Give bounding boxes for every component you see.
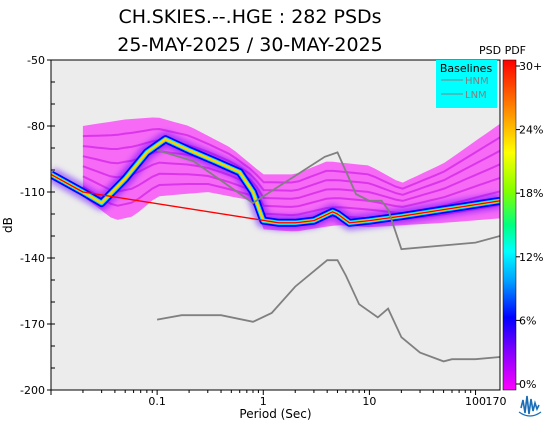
x-tick-label: 10: [362, 395, 376, 408]
colorbar-tick-label: 12%: [519, 251, 543, 264]
colorbar-tick-label: 30+: [519, 60, 542, 73]
x-axis-label: Period (Sec): [239, 407, 311, 421]
colorbar-tick-label: 24%: [519, 124, 543, 137]
x-tick-label: 100: [465, 395, 486, 408]
chart-title: CH.SKIES.--.HGE : 282 PSDs: [118, 6, 382, 28]
legend-entry-lnm: LNM: [465, 90, 487, 101]
y-axis-label: dB: [1, 217, 15, 233]
colorbar-tick-label: 6%: [519, 314, 536, 327]
x-tick-label: 170: [486, 395, 507, 408]
y-axis: -50 -80 -110 -140 -170 -200 dB: [1, 54, 55, 397]
y-tick-label: -50: [27, 54, 45, 67]
legend-title: Baselines: [440, 62, 493, 75]
psd-mode-peak: [51, 173, 500, 224]
colorbar-ticks: 30+ 24% 18% 12% 6% 0%: [516, 60, 543, 391]
plot-frame: [50, 59, 501, 391]
seismic-logo-icon: [518, 395, 542, 417]
chart-subtitle: 25-MAY-2025 / 30-MAY-2025: [117, 34, 383, 56]
x-axis: 0.1 1 10 100 170 Period (Sec): [50, 390, 507, 421]
colorbar-tick-label: 18%: [519, 187, 543, 200]
y-tick-label: -200: [20, 384, 45, 397]
y-tick-label: -140: [20, 252, 45, 265]
psd-density-band: [82, 127, 500, 190]
colorbar-tick-label: 0%: [519, 378, 536, 391]
y-tick-label: -170: [20, 318, 45, 331]
psd-density-band: [82, 161, 500, 208]
baseline-hnm-line: [156, 149, 500, 251]
legend-entry-hnm: HNM: [465, 76, 489, 87]
legend-box[interactable]: Baselines HNM LNM: [436, 60, 497, 108]
psd-density: [51, 117, 500, 232]
legend-background: [436, 60, 497, 108]
x-tick-label: 1: [260, 395, 267, 408]
baseline-models: [156, 149, 500, 363]
colorbar: [502, 59, 517, 391]
y-tick-label: -80: [27, 120, 45, 133]
y-tick-label: -110: [20, 186, 45, 199]
baseline-lnm-line: [156, 259, 500, 363]
x-tick-label: 0.1: [148, 395, 166, 408]
colorbar-title: PSD PDF: [479, 44, 526, 57]
